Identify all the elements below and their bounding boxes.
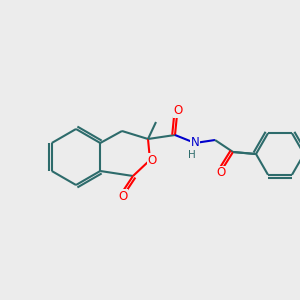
Text: O: O [147,154,157,166]
Text: N: N [190,136,200,149]
Text: O: O [173,104,183,118]
Text: H: H [188,150,196,160]
Text: O: O [118,190,127,202]
Text: O: O [216,167,226,179]
